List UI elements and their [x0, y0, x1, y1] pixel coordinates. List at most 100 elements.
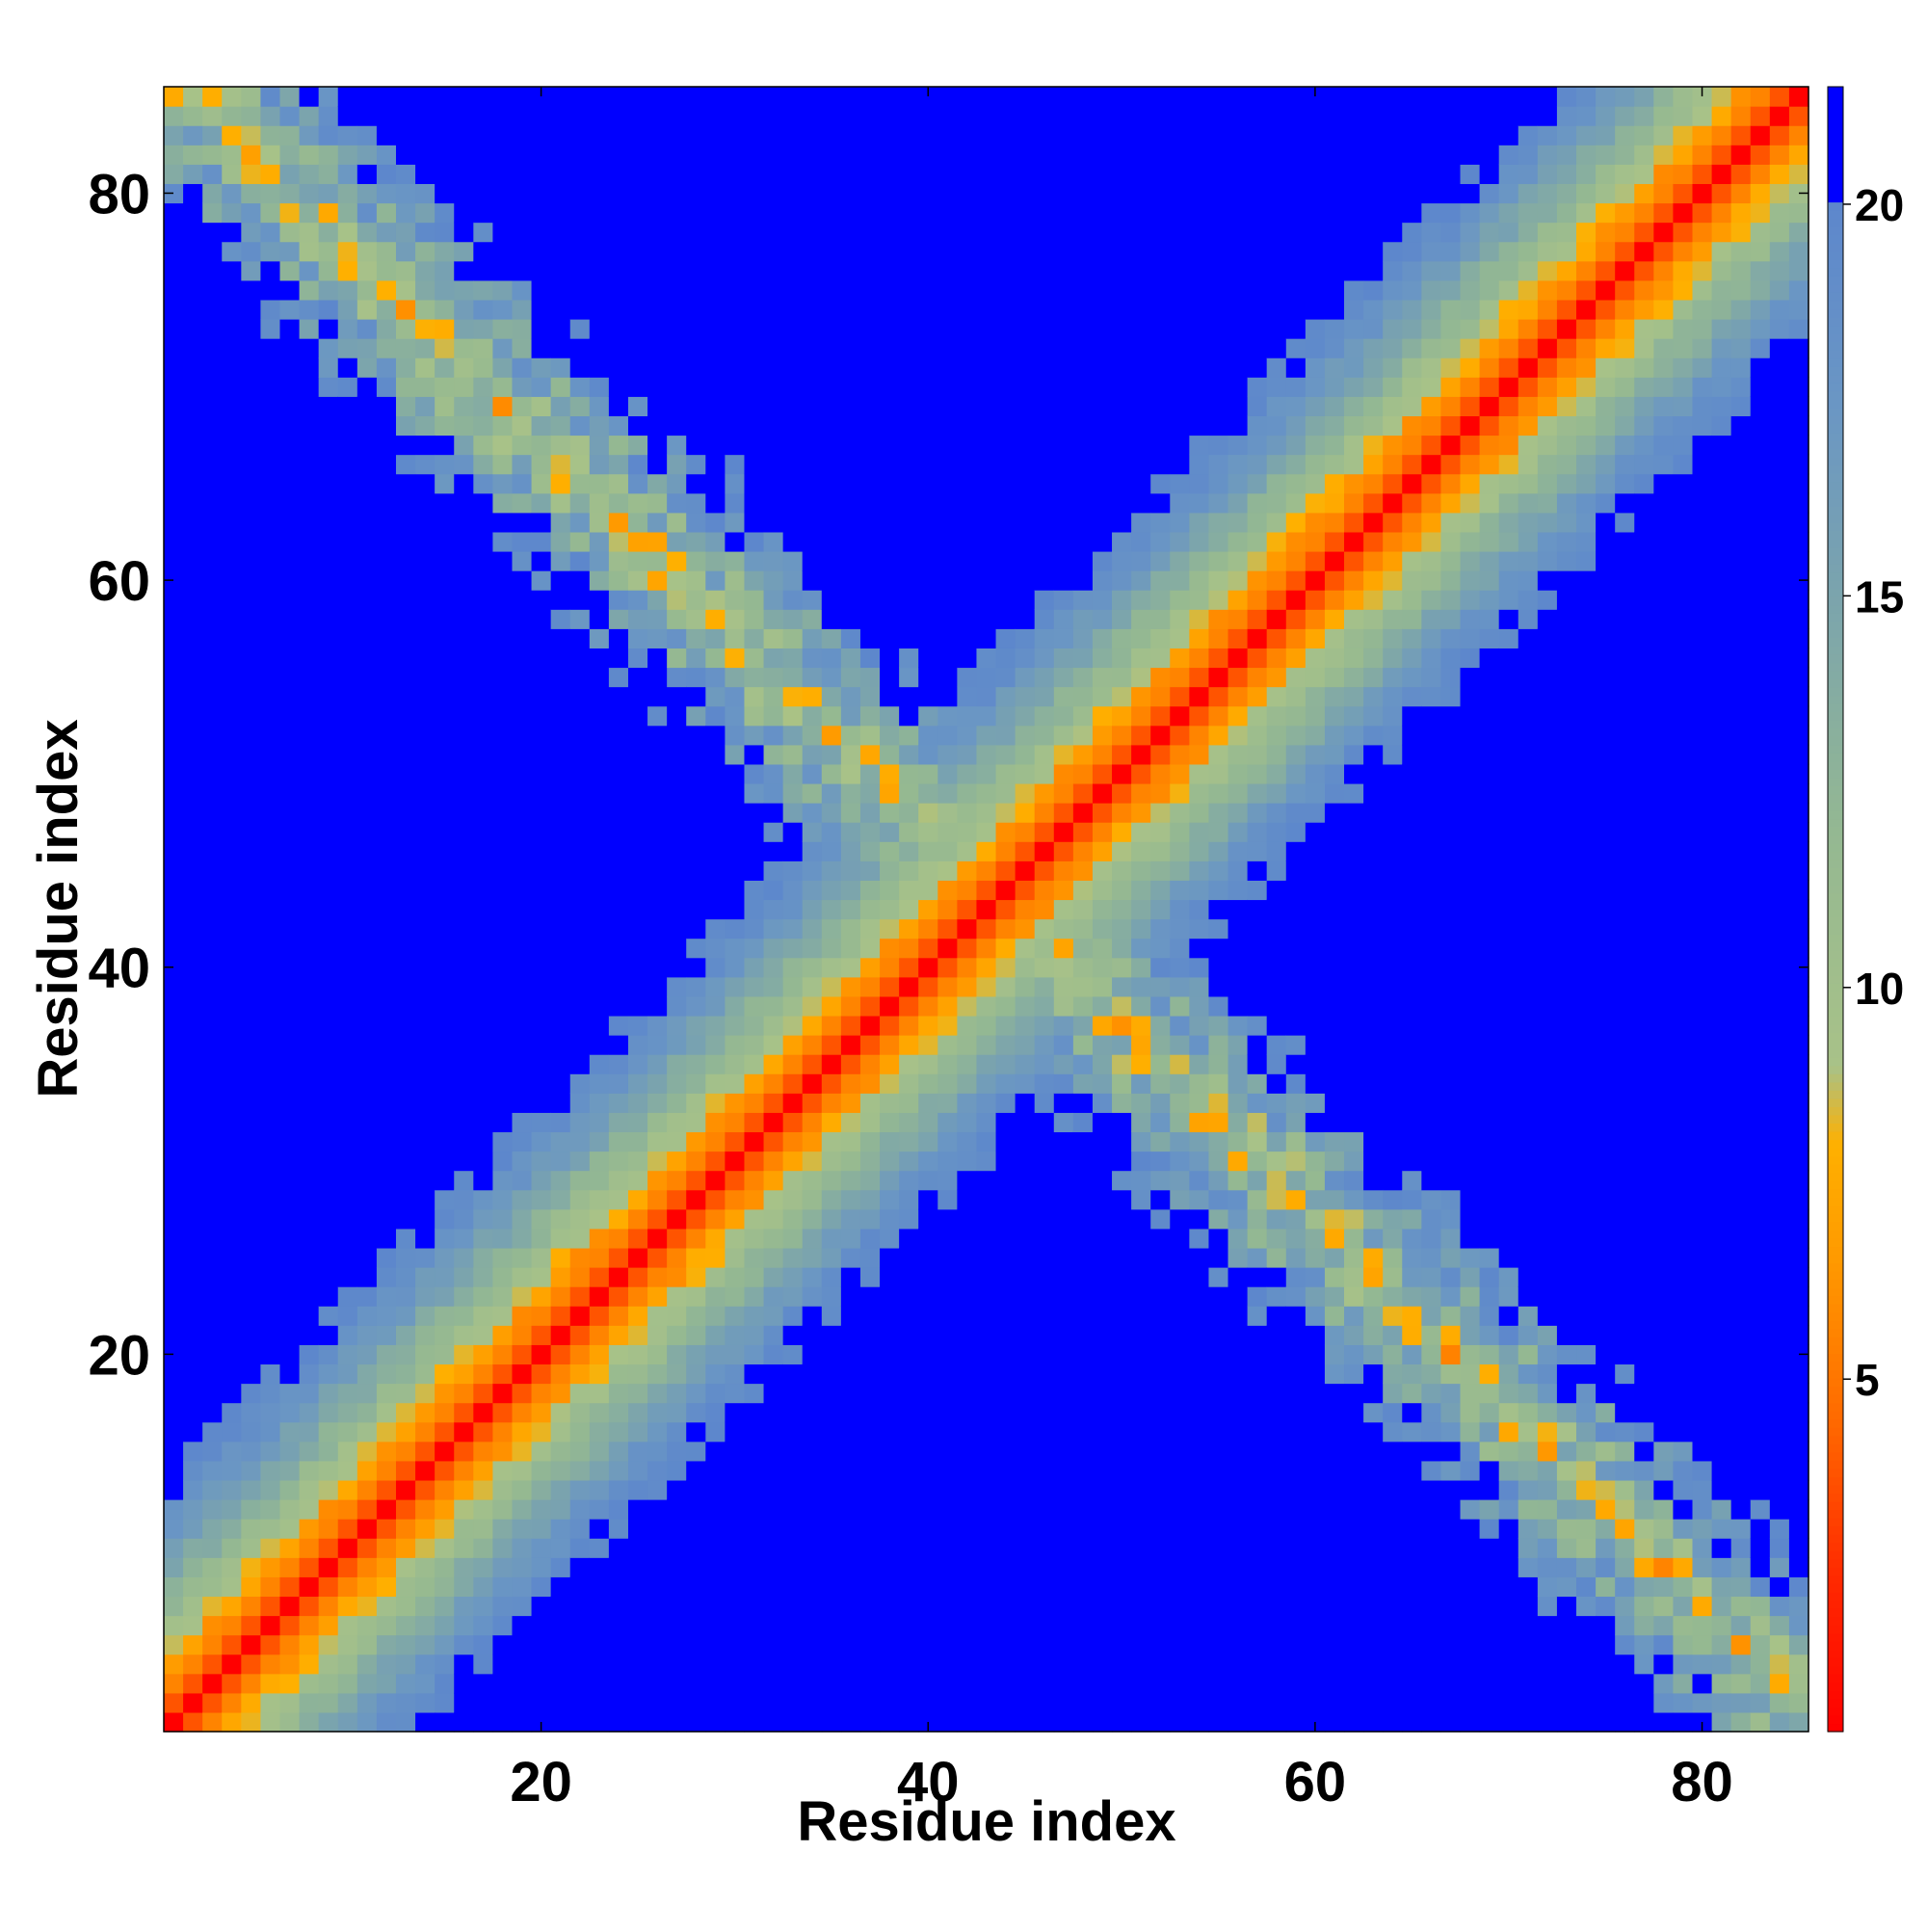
heatmap-cell [241, 938, 262, 959]
heatmap-cell [376, 1557, 397, 1577]
heatmap-cell [1072, 550, 1094, 571]
heatmap-cell [531, 1189, 552, 1210]
heatmap-cell [725, 1306, 746, 1326]
heatmap-cell [202, 1557, 223, 1577]
heatmap-cell [299, 1654, 320, 1675]
heatmap-cell [840, 1054, 861, 1074]
heatmap-cell [899, 1692, 919, 1713]
heatmap-cell [164, 1306, 184, 1326]
heatmap-cell [415, 1654, 436, 1675]
heatmap-cell [880, 667, 900, 688]
heatmap-cell [995, 782, 1016, 804]
heatmap-cell [608, 570, 629, 591]
heatmap-cell [1034, 1344, 1055, 1365]
heatmap-cell [415, 648, 436, 669]
heatmap-cell [667, 415, 687, 437]
heatmap-cell [492, 1228, 514, 1249]
heatmap-cell [744, 435, 765, 456]
heatmap-cell [164, 1363, 184, 1385]
heatmap-cell [337, 648, 358, 669]
heatmap-cell [608, 1208, 629, 1230]
heatmap-cell [1015, 279, 1036, 301]
heatmap-cell [492, 1344, 514, 1365]
heatmap-cell [608, 763, 629, 784]
heatmap-cell [1131, 279, 1151, 301]
heatmap-cell [705, 241, 726, 262]
heatmap-cell [1053, 667, 1074, 688]
heatmap-cell [937, 202, 958, 224]
heatmap-cell [589, 396, 610, 416]
heatmap-cell [802, 1596, 823, 1617]
heatmap-cell [1266, 1711, 1287, 1733]
heatmap-cell [222, 299, 242, 320]
heatmap-cell [569, 822, 591, 842]
heatmap-cell [937, 1634, 958, 1655]
heatmap-cell [337, 1557, 358, 1577]
heatmap-cell [222, 957, 242, 978]
heatmap-cell [899, 782, 919, 804]
heatmap-cell [763, 763, 784, 784]
heatmap-cell [415, 1634, 436, 1655]
heatmap-cell [627, 1112, 648, 1133]
heatmap-cell [164, 570, 184, 591]
heatmap-cell [937, 744, 958, 765]
heatmap-cell [164, 1344, 184, 1365]
heatmap-cell [1072, 260, 1094, 281]
heatmap-cell [183, 938, 203, 959]
heatmap-cell [976, 705, 997, 727]
heatmap-cell [454, 202, 474, 224]
heatmap-cell [356, 338, 378, 358]
heatmap-cell [454, 1519, 474, 1539]
heatmap-cell [222, 609, 242, 629]
heatmap-cell [1131, 1286, 1151, 1307]
heatmap-cell [222, 1363, 242, 1385]
heatmap-cell [531, 299, 552, 320]
heatmap-cell [299, 1402, 320, 1423]
heatmap-cell [299, 260, 320, 281]
heatmap-cell [202, 590, 223, 610]
heatmap-cell [1170, 763, 1190, 784]
heatmap-cell [859, 957, 881, 978]
heatmap-cell [1247, 396, 1268, 416]
heatmap-cell [1053, 1170, 1074, 1191]
heatmap-cell [473, 1692, 493, 1713]
heatmap-cell [744, 1093, 765, 1113]
heatmap-cell [202, 1363, 223, 1385]
heatmap-cell [686, 1673, 706, 1694]
heatmap-cell [1072, 686, 1094, 707]
heatmap-cell [531, 164, 552, 185]
heatmap-cell [415, 1015, 436, 1036]
heatmap-cell [1131, 1247, 1151, 1268]
heatmap-cell [299, 976, 320, 997]
heatmap-cell [318, 1499, 339, 1520]
heatmap-cell [802, 1208, 823, 1230]
heatmap-cell [1015, 1576, 1036, 1598]
heatmap-cell [1189, 976, 1210, 997]
heatmap-cell [918, 995, 938, 1017]
heatmap-cell [647, 125, 668, 146]
heatmap-cell [976, 1519, 997, 1539]
heatmap-cell [608, 1325, 629, 1345]
heatmap-cell [880, 145, 900, 165]
heatmap-cell [840, 396, 861, 416]
heatmap-cell [415, 1170, 436, 1191]
heatmap-cell [569, 377, 591, 397]
heatmap-cell [880, 938, 900, 959]
heatmap-cell [1170, 512, 1190, 533]
heatmap-cell [608, 899, 629, 920]
heatmap-cell [164, 1325, 184, 1345]
heatmap-cell [744, 1402, 765, 1423]
heatmap-cell [454, 454, 474, 475]
heatmap-cell [686, 1054, 706, 1074]
heatmap-cell [899, 222, 919, 243]
heatmap-cell [1189, 1015, 1210, 1036]
heatmap-cell [454, 880, 474, 901]
heatmap-cell [937, 338, 958, 358]
heatmap-cell [241, 338, 262, 358]
heatmap-cell [183, 628, 203, 648]
heatmap-cell [183, 222, 203, 243]
heatmap-cell [260, 1615, 281, 1636]
heatmap-cell [1266, 183, 1287, 204]
heatmap-cell [725, 1654, 746, 1675]
heatmap-cell [918, 628, 938, 648]
